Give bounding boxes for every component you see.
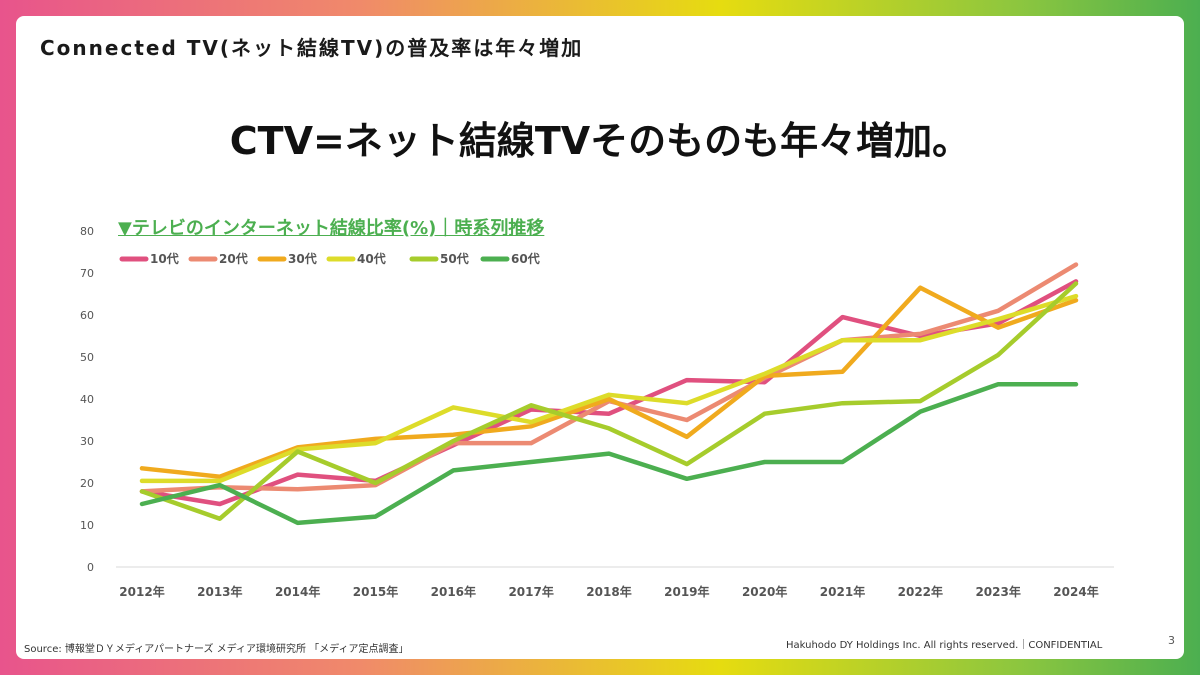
y-tick-label: 60 <box>80 309 94 322</box>
slide-headline: CTV=ネット結線TVそのものも年々増加。 <box>229 119 971 163</box>
slide-header-title: Connected TV(ネット結線TV)の普及率は年々増加 <box>40 36 584 60</box>
slide: Connected TV(ネット結線TV)の普及率は年々増加 CTV=ネット結線… <box>16 16 1184 659</box>
y-tick-label: 40 <box>80 393 94 406</box>
legend-label-40代: 40代 <box>357 251 386 266</box>
x-tick-label: 2023年 <box>975 584 1020 599</box>
x-tick-label: 2020年 <box>742 584 787 599</box>
legend-label-30代: 30代 <box>288 251 317 266</box>
source-note: Source: 博報堂ＤＹメディアパートナーズ メディア環境研究所 「メディア定… <box>24 644 409 655</box>
page-number: 3 <box>1168 634 1175 647</box>
legend-label-60代: 60代 <box>511 251 540 266</box>
y-tick-label: 50 <box>80 351 94 364</box>
legend: 10代 20代 30代 40代 50代 60代 <box>119 251 540 266</box>
y-tick-label: 80 <box>80 225 94 238</box>
x-tick-label: 2021年 <box>820 584 865 599</box>
x-tick-label: 2014年 <box>275 584 320 599</box>
y-axis: 0 10 20 30 40 50 60 70 80 <box>80 225 94 574</box>
x-tick-label: 2016年 <box>431 584 476 599</box>
y-tick-label: 30 <box>80 435 94 448</box>
chart-title: ▼テレビのインターネット結線比率(%)｜時系列推移 <box>118 218 545 239</box>
x-tick-label: 2013年 <box>197 584 242 599</box>
x-tick-label: 2022年 <box>898 584 943 599</box>
x-tick-label: 2017年 <box>508 584 553 599</box>
legend-label-50代: 50代 <box>440 251 469 266</box>
x-tick-label: 2015年 <box>353 584 398 599</box>
legend-label-10代: 10代 <box>150 251 179 266</box>
y-tick-label: 10 <box>80 519 94 532</box>
copyright-notice: Hakuhodo DY Holdings Inc. All rights res… <box>786 640 1103 651</box>
series-line-60代 <box>139 382 1079 526</box>
series-line-50代 <box>139 281 1079 521</box>
x-axis: 2012年 2013年 2014年 2015年 2016年 2017年 2018年 2019年… <box>116 566 1114 599</box>
legend-label-20代: 20代 <box>219 251 248 266</box>
series-lines <box>139 262 1079 526</box>
series-line-30代 <box>139 285 1079 479</box>
x-tick-label: 2024年 <box>1053 584 1098 599</box>
x-tick-label: 2019年 <box>664 584 709 599</box>
x-tick-label: 2012年 <box>119 584 164 599</box>
x-tick-label: 2018年 <box>586 584 631 599</box>
y-tick-label: 70 <box>80 267 94 280</box>
y-tick-label: 0 <box>87 561 94 574</box>
y-tick-label: 20 <box>80 477 94 490</box>
